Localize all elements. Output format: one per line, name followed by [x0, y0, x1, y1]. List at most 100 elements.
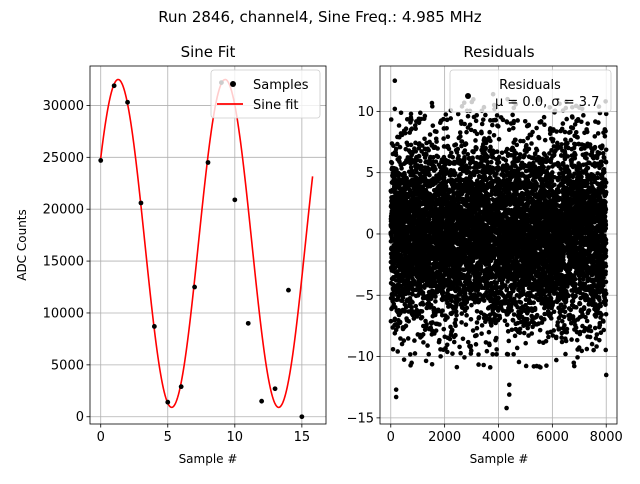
residual-point — [504, 158, 509, 163]
residual-point — [475, 326, 480, 331]
residual-point — [456, 112, 461, 117]
residual-point — [497, 137, 502, 142]
residual-point — [475, 320, 480, 325]
residual-point — [494, 336, 499, 341]
residual-point — [447, 147, 452, 152]
x-tick-label: 2000 — [428, 430, 461, 445]
residual-point — [513, 138, 518, 143]
residual-point — [399, 166, 404, 171]
sample-point — [179, 384, 184, 389]
residual-point — [492, 133, 497, 138]
residual-point — [441, 136, 446, 141]
residual-point — [399, 110, 404, 115]
residual-point — [470, 156, 475, 161]
residual-point — [483, 146, 488, 151]
residual-point — [397, 123, 402, 128]
residual-point — [490, 352, 495, 357]
residual-point — [494, 347, 499, 352]
residual-point — [438, 354, 443, 359]
residual-point — [489, 160, 494, 165]
legend-sine-fit-label: Sine fit — [253, 98, 299, 113]
residual-point — [434, 139, 439, 144]
residual-point — [495, 149, 500, 154]
residual-point — [426, 148, 431, 153]
residual-point — [512, 312, 517, 317]
sine-fit-panel: Sine Fit 050001000015000200002500030000 … — [15, 43, 326, 466]
residual-point — [437, 322, 442, 327]
residual-point — [433, 167, 438, 172]
residual-point — [464, 322, 469, 327]
residual-point — [453, 171, 458, 176]
sine-fit-title: Sine Fit — [181, 43, 236, 61]
residual-point — [413, 126, 418, 131]
residual-point — [444, 184, 449, 189]
residual-point — [468, 344, 473, 349]
residual-point — [448, 116, 453, 121]
y-tick-label: −10 — [347, 350, 374, 365]
residual-point — [506, 352, 511, 357]
sine-fit-legend: Samples Sine fit — [211, 70, 320, 118]
residual-point — [480, 323, 485, 328]
sine-fit-plot-area — [98, 80, 312, 420]
residual-point — [404, 324, 409, 329]
sample-point — [152, 324, 157, 329]
x-tick-label: 0 — [387, 430, 395, 445]
residual-point — [449, 150, 454, 155]
residual-point — [507, 127, 512, 132]
residual-point — [494, 352, 499, 357]
residual-point — [514, 143, 519, 148]
residual-point — [454, 313, 459, 318]
residual-point — [427, 173, 432, 178]
x-tick-label: 6000 — [536, 430, 569, 445]
residual-point — [409, 305, 414, 310]
residual-point — [511, 352, 516, 357]
sine-fit-curve — [101, 80, 313, 408]
residual-point — [496, 124, 501, 129]
y-tick-label: −15 — [347, 411, 374, 426]
residual-point — [515, 118, 520, 123]
residual-point — [444, 126, 449, 131]
residual-point — [406, 336, 411, 341]
sample-point — [192, 285, 197, 290]
residual-point — [459, 320, 464, 325]
residual-point — [455, 365, 460, 370]
residual-point — [453, 333, 458, 338]
residual-point — [413, 304, 418, 309]
residual-point — [475, 132, 480, 137]
residual-point — [423, 114, 428, 119]
residual-point — [422, 137, 427, 142]
residual-point — [445, 350, 450, 355]
y-tick-label: 0 — [76, 410, 84, 425]
sample-point — [206, 160, 211, 165]
residual-point — [434, 129, 439, 134]
residual-point — [519, 300, 524, 305]
residual-point — [421, 340, 426, 345]
residual-point — [406, 319, 411, 324]
residual-point — [514, 151, 519, 156]
residual-point — [465, 306, 470, 311]
sine-fit-y-label: ADC Counts — [15, 209, 29, 281]
residual-point — [481, 117, 486, 122]
y-tick-label: −5 — [355, 289, 374, 304]
residual-point — [479, 131, 484, 136]
residual-point — [518, 327, 523, 332]
residual-point — [433, 299, 438, 304]
residual-point — [465, 152, 470, 157]
x-tick-label: 10 — [227, 430, 244, 445]
residual-point — [488, 365, 493, 370]
residual-point — [483, 113, 488, 118]
residual-point — [446, 134, 451, 139]
residual-point — [434, 328, 439, 333]
residual-point — [494, 118, 499, 123]
residual-point — [480, 122, 485, 127]
residual-point — [466, 114, 471, 119]
residual-point — [445, 342, 450, 347]
residual-point — [489, 323, 494, 328]
residual-point — [413, 351, 418, 356]
residual-point — [509, 308, 514, 313]
residual-point — [456, 154, 461, 159]
residual-point — [409, 112, 414, 117]
residual-point — [418, 159, 423, 164]
